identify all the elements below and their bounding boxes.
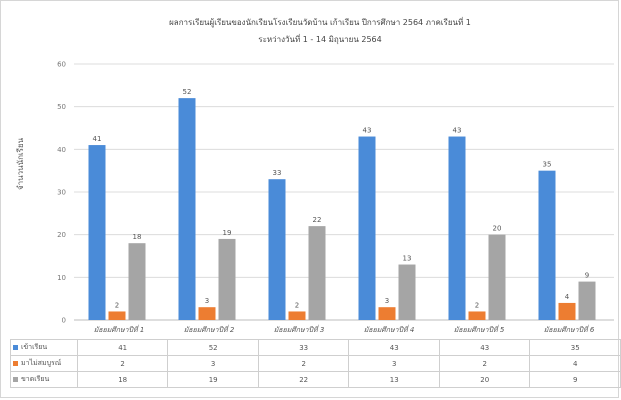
table-cell: 41 [76, 339, 169, 356]
table-cell: 13 [348, 371, 440, 388]
data-label: 4 [565, 293, 570, 301]
bar [128, 243, 146, 320]
data-label: 18 [133, 233, 142, 241]
bar [468, 311, 486, 320]
x-tick-label: มัธยมศึกษาปีที่ 5 [454, 324, 505, 334]
bar [88, 145, 106, 320]
table-cell: 43 [348, 339, 440, 356]
data-label: 43 [453, 127, 462, 135]
legend-swatch [13, 344, 18, 350]
bar [218, 238, 236, 320]
x-tick-label: มัธยมศึกษาปีที่ 1 [94, 324, 145, 334]
table-cell: 22 [257, 371, 350, 388]
bar [358, 136, 376, 320]
x-tick-label: มัธยมศึกษาปีที่ 2 [184, 324, 235, 334]
bar [198, 307, 216, 320]
legend-label: เข้าเรียน [21, 343, 48, 351]
table-row: มาไม่สมบูรณ์ 2 3 2 3 2 4 [10, 355, 621, 372]
bar [538, 170, 556, 320]
y-tick-label: 30 [57, 189, 66, 197]
table-cell: 3 [348, 355, 440, 372]
bar [488, 234, 506, 320]
legend-label: มาไม่สมบูรณ์ [21, 359, 62, 367]
data-label: 3 [385, 297, 389, 305]
data-label: 3 [205, 297, 209, 305]
data-label: 9 [585, 272, 589, 280]
data-label: 13 [403, 255, 412, 263]
x-tick-label: มัธยมศึกษาปีที่ 4 [364, 324, 415, 334]
data-label: 41 [93, 135, 102, 143]
data-label: 33 [273, 169, 282, 177]
y-tick-label: 10 [57, 274, 66, 282]
data-label: 2 [295, 301, 299, 309]
legend-entry: ขาดเรียน [10, 371, 78, 388]
bar [398, 264, 416, 320]
table-cell: 43 [438, 339, 531, 356]
table-cell: 33 [257, 339, 350, 356]
bar [448, 136, 466, 320]
y-tick-label: 20 [57, 231, 66, 239]
legend-swatch [13, 360, 18, 366]
bar [308, 226, 326, 320]
table-cell: 4 [529, 355, 621, 372]
table-cell: 2 [257, 355, 350, 372]
legend-swatch [13, 376, 18, 382]
data-label: 35 [543, 161, 552, 169]
bar [178, 98, 196, 320]
chart-title: ผลการเรียนผู้เรียนของนักเรียนโรงเรียนวัด… [169, 18, 471, 27]
bar [108, 311, 126, 320]
table-cell: 35 [529, 339, 621, 356]
x-tick-label: มัธยมศึกษาปีที่ 3 [274, 324, 325, 334]
data-label: 2 [475, 301, 479, 309]
table-row: ขาดเรียน 18 19 22 13 20 9 [10, 371, 621, 388]
table-cell: 52 [167, 339, 259, 356]
y-tick-label: 60 [57, 61, 66, 69]
table-cell: 3 [167, 355, 259, 372]
table-cell: 19 [167, 371, 259, 388]
bar [268, 179, 286, 320]
data-label: 2 [115, 301, 119, 309]
y-tick-label: 40 [57, 146, 66, 154]
bar [558, 302, 576, 320]
data-label: 20 [493, 225, 502, 233]
legend-entry: มาไม่สมบูรณ์ [10, 355, 78, 372]
table-row: เข้าเรียน 41 52 33 43 43 35 [10, 339, 621, 356]
data-label: 19 [223, 229, 232, 237]
data-label: 22 [313, 216, 322, 224]
data-label: 52 [183, 88, 192, 96]
data-table: เข้าเรียน 41 52 33 43 43 35 มาไม่สมบูรณ์ 2 3 2 3 2 4 ข… [10, 339, 621, 388]
table-cell: 2 [438, 355, 531, 372]
table-cell: 2 [76, 355, 169, 372]
table-cell: 20 [438, 371, 531, 388]
y-tick-label: 0 [62, 317, 66, 325]
legend-label: ขาดเรียน [21, 375, 50, 383]
legend-entry: เข้าเรียน [10, 339, 78, 356]
table-cell: 18 [76, 371, 169, 388]
bar [578, 281, 596, 320]
data-label: 43 [363, 127, 372, 135]
table-cell: 9 [529, 371, 621, 388]
y-tick-label: 50 [57, 103, 66, 111]
bar [288, 311, 306, 320]
bar [378, 307, 396, 320]
x-tick-label: มัธยมศึกษาปีที่ 6 [544, 324, 595, 334]
chart-subtitle: ระหว่างวันที่ 1 - 14 มิถุนายน 2564 [258, 35, 382, 44]
